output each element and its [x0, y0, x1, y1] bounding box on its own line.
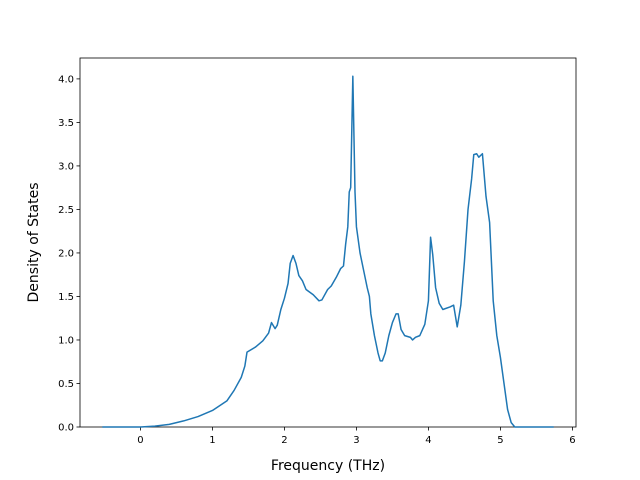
y-tick-label: 4.0: [58, 74, 74, 85]
y-tick-label: 0.0: [58, 423, 74, 434]
y-tick-label: 3.5: [58, 118, 74, 129]
x-tick-label: 4: [425, 435, 431, 446]
y-tick-label: 3.0: [58, 161, 74, 172]
y-tick-label: 2.5: [58, 205, 74, 216]
x-tick-label: 1: [209, 435, 215, 446]
y-tick-label: 2.0: [58, 248, 74, 259]
x-tick-label: 2: [281, 435, 287, 446]
y-tick-label: 1.0: [58, 335, 74, 346]
y-tick-label: 0.5: [58, 379, 74, 390]
dos-line: [102, 75, 554, 428]
y-axis-label: Density of States: [26, 183, 42, 303]
x-axis-label: Frequency (THz): [271, 458, 385, 474]
x-tick-label: 5: [497, 435, 503, 446]
x-tick-label: 3: [353, 435, 359, 446]
y-tick-label: 1.5: [58, 292, 74, 303]
x-tick-label: 0: [137, 435, 143, 446]
x-tick-label: 6: [569, 435, 575, 446]
plot-frame: [79, 57, 577, 428]
